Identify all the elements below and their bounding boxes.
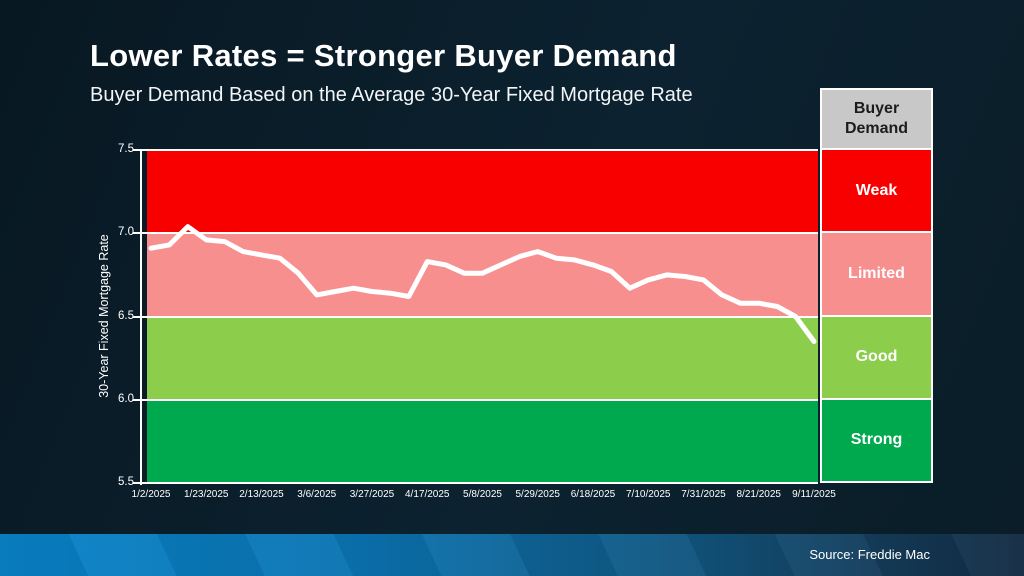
band-weak — [147, 150, 818, 234]
x-tick-label-4/17/2025: 4/17/2025 — [405, 489, 450, 500]
rate-line — [148, 224, 817, 344]
buyer-demand-legend: Buyer Demand Weak Limited Good Strong — [820, 88, 933, 483]
legend-item-weak: Weak — [822, 150, 931, 232]
gridline-7.0 — [141, 232, 818, 235]
x-tick-label-3/6/2025: 3/6/2025 — [297, 489, 337, 500]
y-tick-5.5 — [133, 482, 140, 484]
y-tick-7.5 — [133, 149, 140, 151]
legend-item-label: Weak — [855, 181, 898, 199]
x-tick-label-1/23/2025: 1/23/2025 — [184, 489, 229, 500]
y-tick-label-6.0: 6.0 — [118, 392, 134, 405]
y-tick-6.0 — [133, 398, 140, 401]
gridline-6.5 — [141, 315, 818, 318]
source-credit: Source: Freddie Mac — [809, 547, 930, 562]
y-tick-6.5 — [133, 315, 140, 318]
legend-item-label: Strong — [850, 431, 903, 449]
page-title: Lower Rates = Stronger Buyer Demand — [90, 38, 677, 73]
x-tick-label-7/10/2025: 7/10/2025 — [626, 489, 671, 500]
legend-header: Buyer Demand — [822, 90, 931, 148]
band-good — [147, 316, 818, 400]
y-tick-label-6.5: 6.5 — [118, 309, 134, 322]
gridline-6.0 — [141, 398, 818, 401]
x-tick-label-3/27/2025: 3/27/2025 — [349, 489, 395, 500]
gridline-5.5 — [141, 482, 818, 484]
page-subtitle: Buyer Demand Based on the Average 30-Yea… — [90, 84, 693, 106]
legend-item-limited: Limited — [822, 233, 931, 315]
y-tick-7.0 — [133, 232, 140, 235]
x-tick-label-5/8/2025: 5/8/2025 — [463, 489, 502, 500]
x-tick-label-9/11/2025: 9/11/2025 — [792, 489, 836, 500]
legend-item-label: Good — [855, 348, 898, 366]
footer-bar: Source: Freddie Mac — [0, 534, 1024, 576]
band-strong — [147, 399, 818, 483]
gridline-7.5 — [141, 149, 818, 151]
legend-item-label: Limited — [848, 264, 905, 282]
y-tick-label-5.5: 5.5 — [118, 476, 134, 488]
y-tick-label-7.5: 7.5 — [118, 143, 134, 155]
plot-area — [141, 149, 818, 484]
x-tick-label-2/13/2025: 2/13/2025 — [239, 489, 284, 500]
legend-item-good: Good — [822, 316, 931, 398]
x-tick-label-1/2/2025: 1/2/2025 — [131, 489, 171, 500]
x-tick-label-8/21/2025: 8/21/2025 — [736, 489, 782, 500]
x-tick-label-5/29/2025: 5/29/2025 — [515, 489, 561, 500]
x-tick-label-7/31/2025: 7/31/2025 — [681, 489, 726, 500]
y-tick-label-7.0: 7.0 — [118, 226, 134, 239]
x-tick-label-6/18/2025: 6/18/2025 — [570, 489, 616, 500]
rate-line-path — [148, 224, 817, 344]
legend-item-strong: Strong — [822, 399, 931, 481]
